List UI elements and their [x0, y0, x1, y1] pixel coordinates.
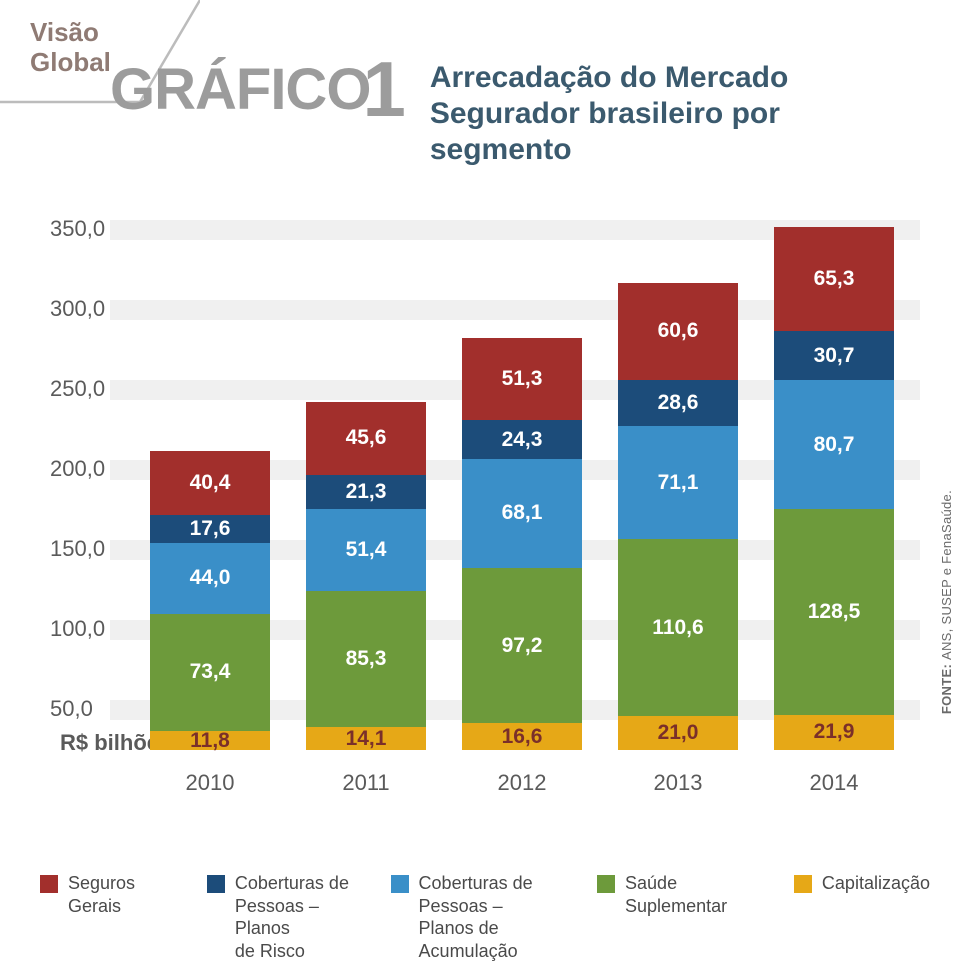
- segment-value: 110,6: [652, 616, 703, 640]
- stacked-bar-chart: 50,0100,0150,0200,0250,0300,0350,0 R$ bi…: [50, 190, 920, 850]
- segment-value: 51,4: [346, 538, 387, 562]
- segment-value: 11,8: [190, 729, 230, 753]
- segment-value: 21,0: [658, 721, 699, 745]
- x-tick-label: 2012: [462, 770, 582, 796]
- y-tick-label: 200,0: [50, 456, 138, 482]
- segment-value: 128,5: [808, 600, 861, 624]
- legend-swatch: [40, 875, 58, 893]
- y-tick-label: 300,0: [50, 296, 138, 322]
- segment-acum: 51,4: [306, 509, 426, 591]
- legend: Seguros Gerais Coberturas dePessoas – Pla…: [40, 872, 930, 962]
- segment-value: 44,0: [190, 566, 231, 590]
- chart-subtitle: Arrecadação do Mercado Segurador brasile…: [430, 56, 920, 168]
- segment-cap: 21,0: [618, 716, 738, 750]
- segment-value: 30,7: [814, 344, 855, 368]
- segment-value: 17,6: [190, 517, 231, 541]
- segment-value: 21,3: [346, 480, 387, 504]
- legend-item-risco: Coberturas dePessoas – Planosde Risco: [207, 872, 359, 962]
- segment-acum: 71,1: [618, 426, 738, 540]
- segment-risco: 28,6: [618, 380, 738, 426]
- segment-value: 65,3: [814, 267, 855, 291]
- segment-acum: 68,1: [462, 459, 582, 568]
- bar-2013: 21,0110,671,128,660,62013: [618, 283, 738, 750]
- chart-source: FONTE: ANS, SUSEP e FenaSaúde.: [939, 490, 954, 714]
- y-tick-label: 350,0: [50, 216, 138, 242]
- segment-value: 71,1: [658, 471, 699, 495]
- corner-label: VisãoGlobal: [30, 18, 111, 78]
- grafico-word: GRÁFICO: [110, 56, 370, 123]
- segment-value: 68,1: [502, 501, 543, 525]
- legend-item-acum: Coberturas de Pessoas –Planos de Acumula…: [391, 872, 565, 962]
- segment-acum: 80,7: [774, 380, 894, 509]
- legend-item-gerais: Seguros Gerais: [40, 872, 175, 917]
- legend-label: Coberturas de Pessoas –Planos de Acumula…: [419, 872, 565, 962]
- segment-risco: 24,3: [462, 420, 582, 459]
- segment-value: 80,7: [814, 433, 855, 457]
- segment-value: 51,3: [502, 367, 543, 391]
- segment-value: 24,3: [502, 428, 543, 452]
- segment-cap: 21,9: [774, 715, 894, 750]
- grafico-number: 1: [362, 56, 405, 122]
- segment-saude: 85,3: [306, 591, 426, 727]
- bar-2012: 16,697,268,124,351,32012: [462, 338, 582, 750]
- segment-value: 14,1: [346, 727, 387, 751]
- legend-swatch: [597, 875, 615, 893]
- source-text: ANS, SUSEP e FenaSaúde.: [939, 490, 954, 660]
- legend-item-saude: Saúde Suplementar: [597, 872, 762, 917]
- legend-label: Capitalização: [822, 872, 930, 895]
- segment-cap: 11,8: [150, 731, 270, 750]
- segment-acum: 44,0: [150, 543, 270, 613]
- plot-area: R$ bilhões 11,873,444,017,640,4201014,18…: [150, 190, 910, 750]
- segment-value: 60,6: [658, 319, 699, 343]
- x-tick-label: 2010: [150, 770, 270, 796]
- legend-label: Coberturas dePessoas – Planosde Risco: [235, 872, 359, 962]
- segment-saude: 128,5: [774, 509, 894, 715]
- legend-label: Saúde Suplementar: [625, 872, 762, 917]
- segment-gerais: 51,3: [462, 338, 582, 420]
- x-tick-label: 2014: [774, 770, 894, 796]
- legend-swatch: [207, 875, 225, 893]
- y-tick-label: 250,0: [50, 376, 138, 402]
- segment-value: 73,4: [190, 660, 231, 684]
- segment-cap: 14,1: [306, 727, 426, 750]
- x-tick-label: 2013: [618, 770, 738, 796]
- segment-value: 28,6: [658, 391, 699, 415]
- source-prefix: FONTE:: [939, 664, 954, 714]
- segment-value: 16,6: [502, 725, 543, 749]
- y-tick-label: 50,0: [50, 696, 138, 722]
- segment-gerais: 65,3: [774, 227, 894, 331]
- legend-label: Seguros Gerais: [68, 872, 175, 917]
- y-tick-label: 100,0: [50, 616, 138, 642]
- segment-saude: 110,6: [618, 539, 738, 716]
- segment-gerais: 60,6: [618, 283, 738, 380]
- segment-value: 85,3: [346, 647, 387, 671]
- legend-item-cap: Capitalização: [794, 872, 930, 895]
- segment-value: 40,4: [190, 471, 231, 495]
- segment-risco: 21,3: [306, 475, 426, 509]
- segment-value: 45,6: [346, 426, 387, 450]
- bar-2011: 14,185,351,421,345,62011: [306, 402, 426, 750]
- segment-value: 21,9: [814, 720, 855, 744]
- bar-2010: 11,873,444,017,640,42010: [150, 451, 270, 750]
- segment-gerais: 40,4: [150, 451, 270, 516]
- y-tick-label: 150,0: [50, 536, 138, 562]
- chart-header: GRÁFICO 1 Arrecadação do Mercado Segurad…: [110, 56, 920, 168]
- segment-value: 97,2: [502, 634, 543, 658]
- segment-risco: 17,6: [150, 515, 270, 543]
- x-tick-label: 2011: [306, 770, 426, 796]
- legend-swatch: [794, 875, 812, 893]
- bar-2014: 21,9128,580,730,765,32014: [774, 227, 894, 750]
- segment-gerais: 45,6: [306, 402, 426, 475]
- segment-saude: 73,4: [150, 614, 270, 731]
- segment-cap: 16,6: [462, 723, 582, 750]
- segment-risco: 30,7: [774, 331, 894, 380]
- legend-swatch: [391, 875, 409, 893]
- segment-saude: 97,2: [462, 568, 582, 724]
